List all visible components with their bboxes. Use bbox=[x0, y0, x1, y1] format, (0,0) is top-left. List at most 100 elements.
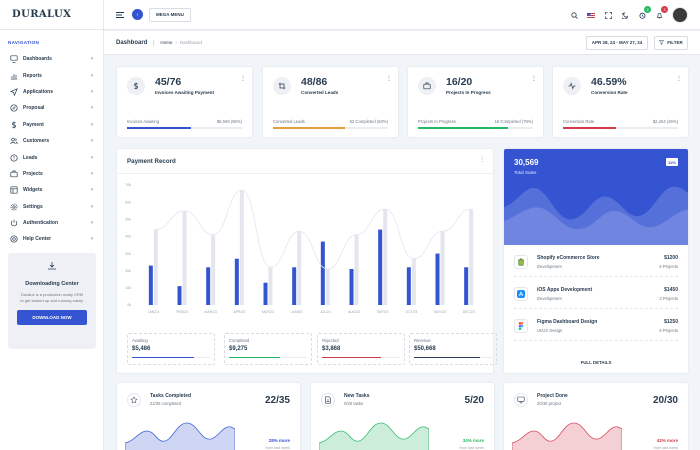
payment-more-icon[interactable]: ⋮ bbox=[479, 157, 485, 163]
sidebar-item-label: Projects bbox=[23, 170, 43, 177]
sidebar-item-authentication[interactable]: Authentication › bbox=[0, 215, 103, 231]
task-title: New Tasks bbox=[344, 393, 370, 399]
x-tick-label: NOV/23 bbox=[434, 310, 446, 314]
stat-card: 16/20 Projects In Progress ⋮ Projects In Pr… bbox=[407, 66, 544, 138]
sidebar-item-payment[interactable]: Payment › bbox=[0, 117, 103, 133]
date-range-picker[interactable]: APR 28, 24 - MAY 27, 24 bbox=[586, 35, 648, 50]
life-buoy-icon bbox=[10, 235, 18, 244]
sales-item-projects: 5 Projects bbox=[659, 328, 678, 333]
task-ratio: 20/30 bbox=[652, 395, 678, 406]
topbar: › MEGA MENU 2 3 bbox=[104, 0, 700, 30]
timer-icon[interactable]: 2 bbox=[638, 6, 651, 19]
bar-series-1 bbox=[320, 241, 325, 305]
sidebar-item-label: Leads bbox=[23, 154, 38, 161]
chevron-right-icon: › bbox=[91, 220, 93, 227]
sidebar-item-label: Settings bbox=[23, 203, 43, 210]
more-options-icon[interactable]: ⋮ bbox=[676, 76, 682, 82]
more-options-icon[interactable]: ⋮ bbox=[386, 76, 392, 82]
menu-toggle-icon[interactable] bbox=[116, 11, 124, 18]
y-tick-label: 20k bbox=[125, 269, 131, 273]
sidebar-item-applications[interactable]: Applications › bbox=[0, 84, 103, 100]
stat-progress-fill bbox=[273, 127, 346, 129]
chevron-right-icon: › bbox=[91, 105, 93, 112]
stat-label: Projects In Progress bbox=[446, 90, 491, 95]
stat-progress-track bbox=[418, 127, 533, 129]
dollar-icon bbox=[10, 121, 18, 129]
mega-menu-button[interactable]: MEGA MENU bbox=[149, 7, 191, 22]
sidebar-item-label: Help Center bbox=[23, 236, 52, 243]
app-logo[interactable]: DURALUX bbox=[0, 0, 103, 30]
chevron-right-icon: › bbox=[91, 72, 93, 79]
y-tick-label: 60k bbox=[125, 200, 131, 204]
summary-progress-track bbox=[414, 356, 492, 358]
notification-badge: 3 bbox=[661, 6, 668, 13]
stat-progress-track bbox=[127, 127, 242, 129]
sidebar-item-leads[interactable]: Leads › bbox=[0, 149, 103, 165]
full-details-link[interactable]: FULL DETAILS bbox=[580, 360, 612, 365]
more-options-icon[interactable]: ⋮ bbox=[531, 76, 537, 82]
compass-icon bbox=[10, 104, 18, 112]
sidebar-item-projects[interactable]: Projects › bbox=[0, 166, 103, 182]
breadcrumb-separator: › bbox=[175, 40, 177, 45]
page-header: Dashboard Home › Dashboard APR 28, 24 - … bbox=[104, 31, 700, 55]
breadcrumb-home[interactable]: Home bbox=[160, 40, 173, 45]
language-flag-icon[interactable] bbox=[587, 11, 595, 19]
sales-item[interactable]: Shopify eCommerce Store Development $1200 6… bbox=[514, 249, 678, 277]
chevron-right-icon: › bbox=[91, 88, 93, 95]
stat-value: 46.59% bbox=[591, 76, 627, 88]
download-now-button[interactable]: DOWNLOAD NOW bbox=[17, 310, 87, 325]
bar-series-1 bbox=[292, 267, 297, 305]
search-icon[interactable] bbox=[570, 11, 578, 19]
bar-series-2 bbox=[440, 231, 445, 305]
sidebar-item-customers[interactable]: Customers › bbox=[0, 133, 103, 149]
sales-item[interactable]: iOS Apps Development Development $1450 3 Pr… bbox=[514, 281, 678, 309]
sidebar-item-help-center[interactable]: Help Center › bbox=[0, 231, 103, 247]
stat-label: Invoices Awaiting Payment bbox=[155, 90, 214, 95]
breadcrumb-current: Dashboard bbox=[179, 40, 202, 45]
dark-mode-icon[interactable] bbox=[621, 11, 629, 19]
sidebar: DURALUX NAVIGATION Dashboards › Reports › Ap… bbox=[0, 0, 104, 450]
sidebar-item-proposal[interactable]: Proposal › bbox=[0, 100, 103, 116]
back-arrow-button[interactable]: › bbox=[132, 9, 143, 20]
app-store-icon bbox=[514, 287, 528, 301]
task-title: Project Done bbox=[537, 393, 568, 399]
x-tick-label: AUG/23 bbox=[348, 310, 360, 314]
sidebar-item-dashboards[interactable]: Dashboards › bbox=[0, 51, 103, 67]
sidebar-item-widgets[interactable]: Widgets › bbox=[0, 182, 103, 198]
stat-card: 45/76 Invoices Awaiting Payment ⋮ Invoices … bbox=[116, 66, 253, 138]
filter-label: FILTER bbox=[667, 40, 683, 45]
x-tick-label: JUL/23 bbox=[320, 310, 331, 314]
x-tick-label: OCT/23 bbox=[405, 310, 417, 314]
summary-value: $9,275 bbox=[229, 346, 248, 352]
sidebar-item-label: Dashboards bbox=[23, 56, 52, 63]
sidebar-item-settings[interactable]: Settings › bbox=[0, 199, 103, 215]
stat-progress-value: 16 Completed (78%) bbox=[494, 119, 533, 124]
task-ratio: 5/20 bbox=[464, 395, 484, 406]
filter-button[interactable]: FILTER bbox=[654, 35, 688, 50]
sales-item-category: UI/UX Design bbox=[537, 328, 563, 333]
sales-item-projects: 3 Projects bbox=[659, 296, 678, 301]
stat-progress-track bbox=[563, 127, 678, 129]
sales-item-projects: 6 Projects bbox=[659, 264, 678, 269]
sidebar-item-label: Widgets bbox=[23, 187, 43, 194]
task-percent: 28% more bbox=[268, 438, 290, 443]
user-avatar[interactable] bbox=[672, 7, 688, 23]
sales-item[interactable]: Figma Dashboard Design UI/UX Design $1250 5… bbox=[514, 313, 678, 341]
stat-label: Converted Leads bbox=[301, 90, 339, 95]
stat-progress-value: $5,569 (56%) bbox=[216, 119, 242, 124]
task-sparkline bbox=[512, 422, 622, 450]
bell-icon[interactable]: 3 bbox=[655, 6, 668, 19]
more-options-icon[interactable]: ⋮ bbox=[240, 76, 246, 82]
bar-series-2 bbox=[153, 229, 158, 305]
send-icon bbox=[10, 88, 18, 96]
chevron-right-icon: › bbox=[91, 187, 93, 194]
chevron-right-icon: › bbox=[91, 236, 93, 243]
bar-series-2 bbox=[182, 210, 187, 305]
download-icon bbox=[48, 262, 56, 270]
chevron-right-icon: › bbox=[91, 138, 93, 145]
sidebar-item-reports[interactable]: Reports › bbox=[0, 67, 103, 83]
bar-series-1 bbox=[263, 282, 268, 305]
y-tick-label: 30k bbox=[125, 252, 131, 256]
chevron-right-icon: › bbox=[91, 121, 93, 128]
fullscreen-icon[interactable] bbox=[604, 11, 612, 19]
